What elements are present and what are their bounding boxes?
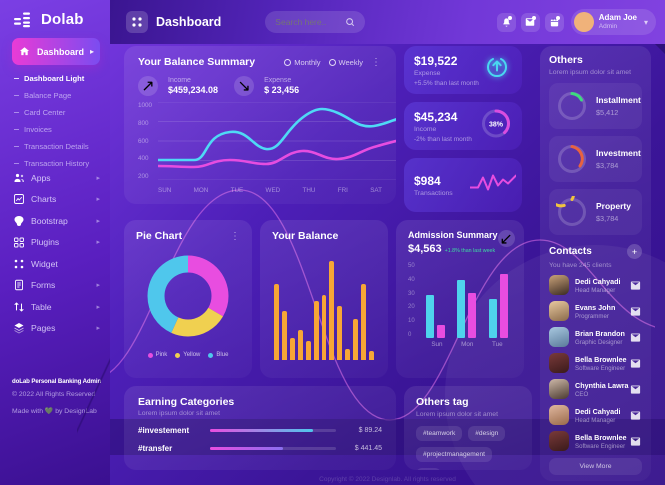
- svg-text:38%: 38%: [489, 122, 504, 129]
